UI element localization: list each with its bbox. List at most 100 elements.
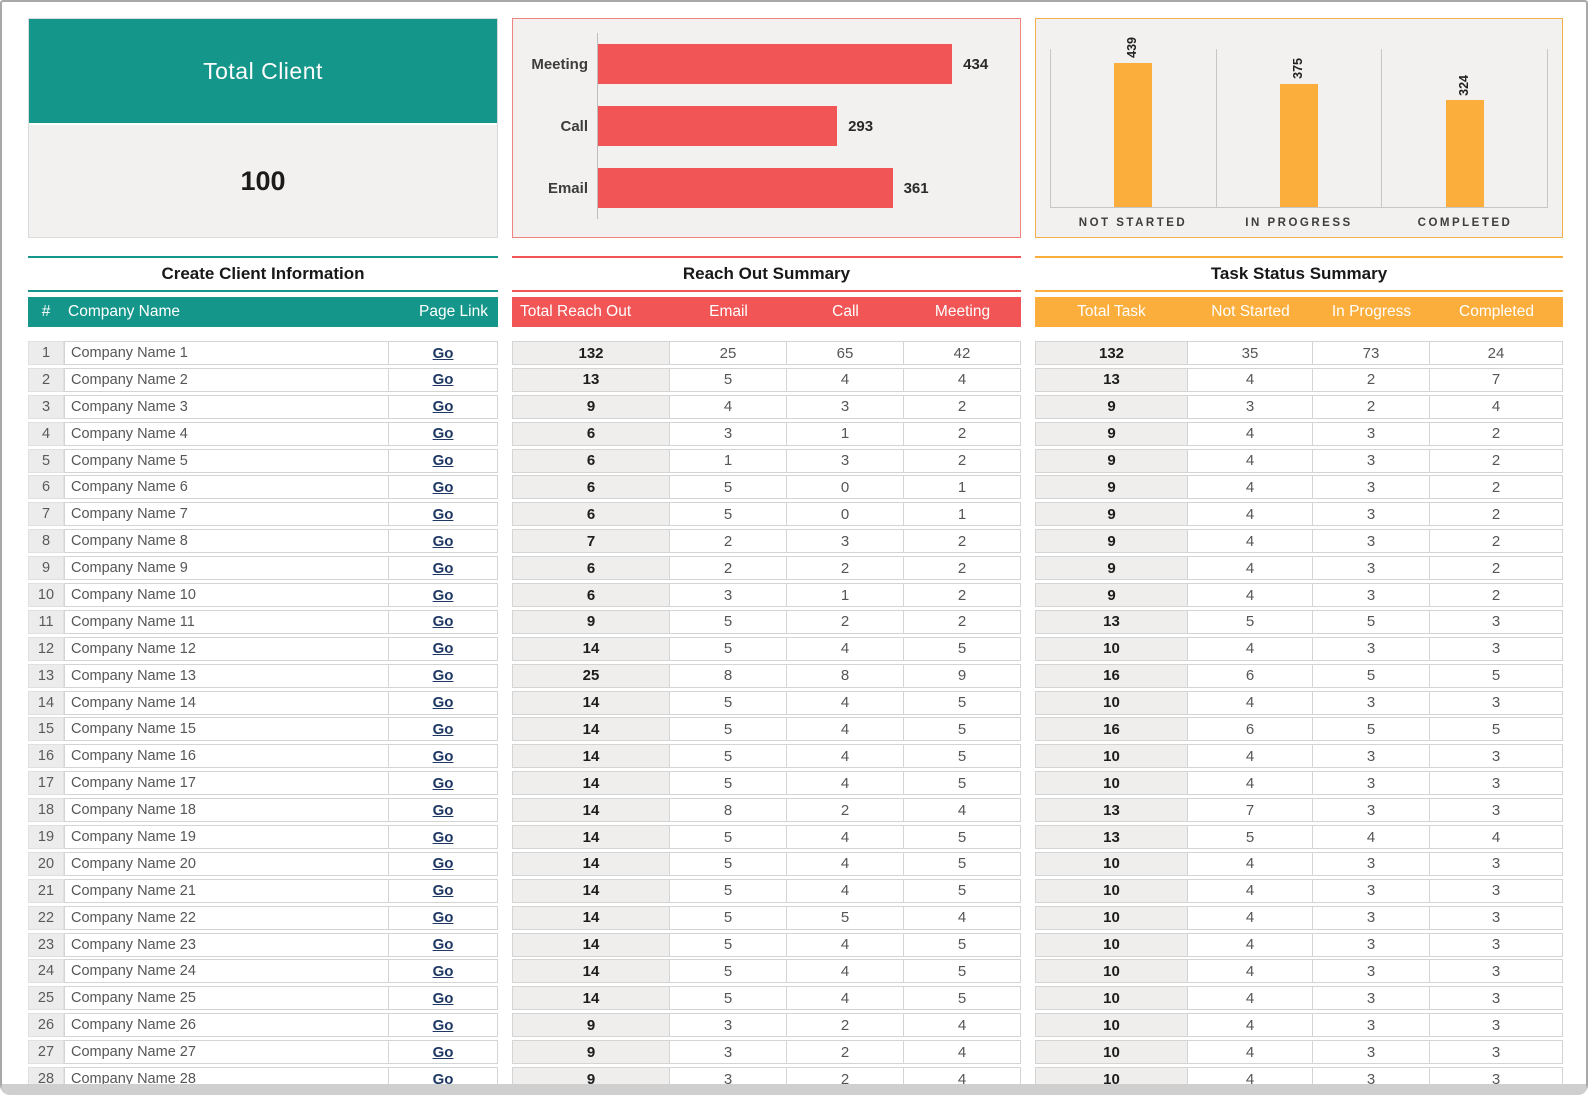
value-cell: 8 [787,663,904,688]
chart-value-label: 293 [848,117,874,135]
row-number: 11 [28,609,64,634]
total-cell: 13 [1035,798,1188,823]
reach-out-row: 14 5 5 4 [512,905,1021,930]
total-cell: 14 [512,798,670,823]
value-cell: 4 [1430,825,1563,850]
go-link[interactable]: Go [432,774,454,792]
go-link[interactable]: Go [432,559,454,577]
go-link[interactable]: Go [432,855,454,873]
column-header: Not Started [1211,303,1290,320]
go-link[interactable]: Go [432,398,454,416]
client-row: 14 Company Name 14 Go [28,690,498,715]
total-cell: 16 [1035,717,1188,742]
page-link-cell: Go [388,1067,498,1088]
value-cell: 4 [1188,556,1313,581]
go-link[interactable]: Go [432,640,454,658]
go-link[interactable]: Go [432,532,454,550]
total-cell: 9 [1035,502,1188,527]
value-cell: 2 [1430,475,1563,500]
value-cell: 4 [1188,421,1313,446]
value-cell: 4 [1188,932,1313,957]
value-cell: 4 [787,717,904,742]
total-cell: 10 [1035,959,1188,984]
value-cell: 4 [1313,825,1430,850]
row-number: 19 [28,825,64,850]
total-cell: 9 [1035,556,1188,581]
total-cell: 6 [512,448,670,473]
total-client-title: Total Client [29,19,497,123]
go-link[interactable]: Go [432,613,454,631]
value-cell: 5 [670,825,787,850]
value-cell: 3 [1430,851,1563,876]
client-row: 23 Company Name 23 Go [28,932,498,957]
go-link[interactable]: Go [432,882,454,900]
value-cell: 4 [787,690,904,715]
value-cell: 1 [787,583,904,608]
value-cell: 3 [1430,1013,1563,1038]
client-row: 5 Company Name 5 Go [28,448,498,473]
chart-bar [1114,62,1153,207]
row-number: 27 [28,1040,64,1065]
value-cell: 3 [1430,1040,1563,1065]
total-cell: 16 [1035,663,1188,688]
value-cell: 8 [670,663,787,688]
go-link[interactable]: Go [432,828,454,846]
value-cell: 6 [1188,717,1313,742]
total-cell: 10 [1035,744,1188,769]
go-link[interactable]: Go [432,720,454,738]
company-name-cell: Company Name 20 [64,851,388,876]
go-link[interactable]: Go [432,1016,454,1034]
value-cell: 5 [670,744,787,769]
value-cell: 4 [904,1040,1021,1065]
value-cell: 2 [1430,583,1563,608]
chart-bar [598,106,838,146]
go-link[interactable]: Go [432,586,454,604]
go-link[interactable]: Go [432,694,454,712]
task-row: 10 4 3 3 [1035,986,1563,1011]
task-status-chart: 439 375 324 NOT STARTED IN PROGRESS COMPLETE… [1035,18,1563,238]
go-link[interactable]: Go [432,747,454,765]
value-cell: 2 [787,1040,904,1065]
value-cell: 3 [1430,905,1563,930]
total-cell: 10 [1035,878,1188,903]
go-link[interactable]: Go [432,801,454,819]
task-row: 10 4 3 3 [1035,1040,1563,1065]
value-cell: 4 [1188,367,1313,392]
reach-out-row: 14 5 4 5 [512,986,1021,1011]
go-link[interactable]: Go [432,478,454,496]
row-number: 4 [28,421,64,446]
value-cell: 4 [1188,1067,1313,1084]
go-link[interactable]: Go [432,909,454,927]
value-cell: 2 [787,609,904,634]
reach-out-row: 25 8 8 9 [512,663,1021,688]
task-rows: 132 35 73 24 13 4 2 7 9 3 2 4 9 4 3 2 9 4 3 2 9 4 3 2 9 4 3 2 9 4 3 2 9 4… [1035,341,1563,1084]
page-link-cell: Go [388,341,498,365]
value-cell: 4 [787,986,904,1011]
reach-out-chart-category-labels: Meeting Call Email [513,33,597,219]
value-cell: 0 [787,475,904,500]
task-row: 16 6 5 5 [1035,717,1563,742]
go-link[interactable]: Go [432,452,454,470]
total-cell: 10 [1035,986,1188,1011]
value-cell: 3 [1313,798,1430,823]
go-link[interactable]: Go [432,1043,454,1061]
go-link[interactable]: Go [432,1070,454,1088]
reach-out-row: 14 8 2 4 [512,798,1021,823]
go-link[interactable]: Go [432,371,454,389]
go-link[interactable]: Go [432,962,454,980]
total-cell: 10 [1035,771,1188,796]
chart-bar-row: 361 [598,168,1006,208]
page-link-cell: Go [388,367,498,392]
go-link[interactable]: Go [432,936,454,954]
value-cell: 1 [670,448,787,473]
value-cell: 3 [670,1013,787,1038]
go-link[interactable]: Go [432,667,454,685]
go-link[interactable]: Go [432,505,454,523]
go-link[interactable]: Go [432,425,454,443]
page-link-cell: Go [388,583,498,608]
go-link[interactable]: Go [432,344,454,362]
chart-category-label: IN PROGRESS [1245,217,1353,229]
chart-panel-column: 439 [1050,37,1216,207]
go-link[interactable]: Go [432,989,454,1007]
